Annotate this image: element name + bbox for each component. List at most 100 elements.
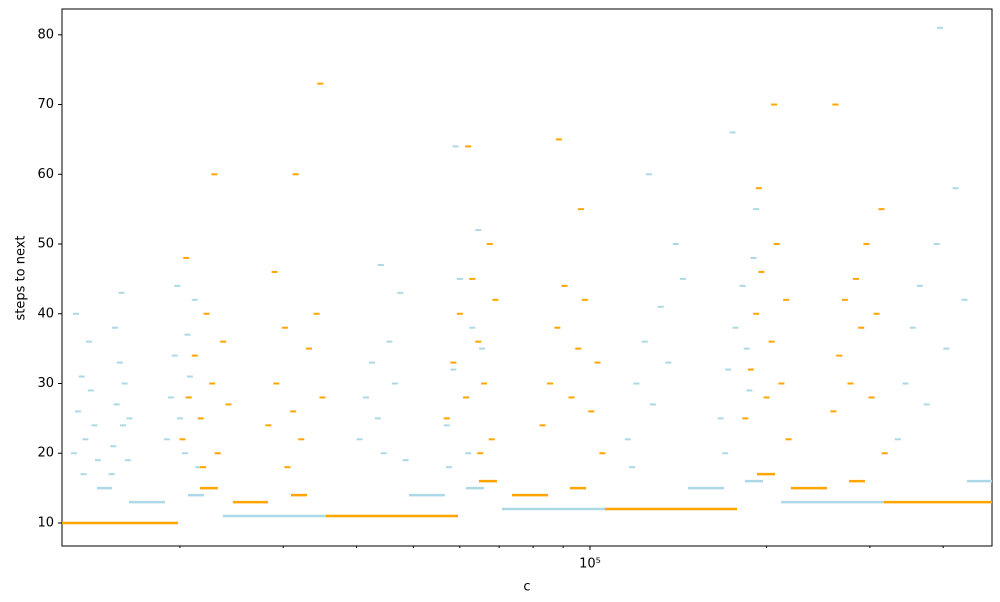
point <box>629 466 636 469</box>
point <box>292 173 299 176</box>
point <box>456 277 463 280</box>
point <box>362 396 369 399</box>
point <box>271 270 278 273</box>
point <box>225 403 232 406</box>
point <box>858 326 865 329</box>
point <box>753 208 760 211</box>
point <box>909 326 916 329</box>
point <box>479 347 486 350</box>
point <box>74 410 81 413</box>
point <box>852 277 859 280</box>
point <box>356 438 363 441</box>
y-tick-label: 10 <box>37 515 54 530</box>
point <box>539 424 546 427</box>
point <box>368 361 375 364</box>
point <box>174 284 181 287</box>
point <box>317 82 324 85</box>
point <box>111 326 118 329</box>
point <box>881 452 888 455</box>
point <box>936 26 943 29</box>
point <box>203 312 210 315</box>
point <box>594 361 601 364</box>
point <box>443 417 450 420</box>
point <box>113 403 120 406</box>
point <box>758 270 765 273</box>
point <box>747 368 754 371</box>
point <box>118 291 125 294</box>
point <box>380 452 387 455</box>
point <box>214 452 221 455</box>
y-tick-label: 20 <box>37 446 54 461</box>
point <box>183 256 190 259</box>
point <box>729 131 736 134</box>
point <box>126 417 133 420</box>
point <box>961 298 968 301</box>
point <box>397 291 404 294</box>
point <box>167 396 174 399</box>
point <box>481 382 488 385</box>
point <box>94 459 101 462</box>
point <box>847 382 854 385</box>
point <box>894 438 901 441</box>
point <box>87 389 94 392</box>
point <box>778 382 785 385</box>
point <box>184 333 191 336</box>
point <box>717 417 724 420</box>
point <box>290 410 297 413</box>
point <box>191 298 198 301</box>
point <box>916 284 923 287</box>
point <box>469 326 476 329</box>
point <box>624 438 631 441</box>
point <box>209 382 216 385</box>
point <box>450 361 457 364</box>
point <box>186 375 193 378</box>
point <box>863 243 870 246</box>
y-tick-label: 70 <box>37 97 54 112</box>
x-tick-label: 10⁵ <box>579 557 601 572</box>
point <box>679 277 686 280</box>
point <box>768 340 775 343</box>
point <box>832 103 839 106</box>
plot-frame <box>61 8 993 547</box>
point <box>71 452 78 455</box>
point <box>561 284 568 287</box>
point <box>391 382 398 385</box>
point <box>116 361 123 364</box>
point <box>211 173 218 176</box>
point <box>477 452 484 455</box>
point <box>185 396 192 399</box>
point <box>588 410 595 413</box>
y-axis-label: steps to next <box>14 235 29 320</box>
point <box>179 438 186 441</box>
y-tick-label: 40 <box>37 306 54 321</box>
point <box>284 466 291 469</box>
point <box>657 305 664 308</box>
point <box>306 347 313 350</box>
point <box>281 326 288 329</box>
point <box>82 438 89 441</box>
point <box>465 452 472 455</box>
point <box>475 229 482 232</box>
point <box>732 326 739 329</box>
point <box>86 340 93 343</box>
point <box>110 445 117 448</box>
y-tick-label: 60 <box>37 167 54 182</box>
point <box>456 312 463 315</box>
point <box>841 298 848 301</box>
point <box>577 208 584 211</box>
point <box>943 347 950 350</box>
point <box>633 382 640 385</box>
point <box>171 354 178 357</box>
y-tick-label: 30 <box>37 376 54 391</box>
point <box>273 382 280 385</box>
point <box>725 368 732 371</box>
point <box>555 138 562 141</box>
point <box>469 277 476 280</box>
point <box>750 256 757 259</box>
point <box>176 417 183 420</box>
point <box>319 396 326 399</box>
point <box>722 452 729 455</box>
point <box>902 382 909 385</box>
point <box>755 187 762 190</box>
